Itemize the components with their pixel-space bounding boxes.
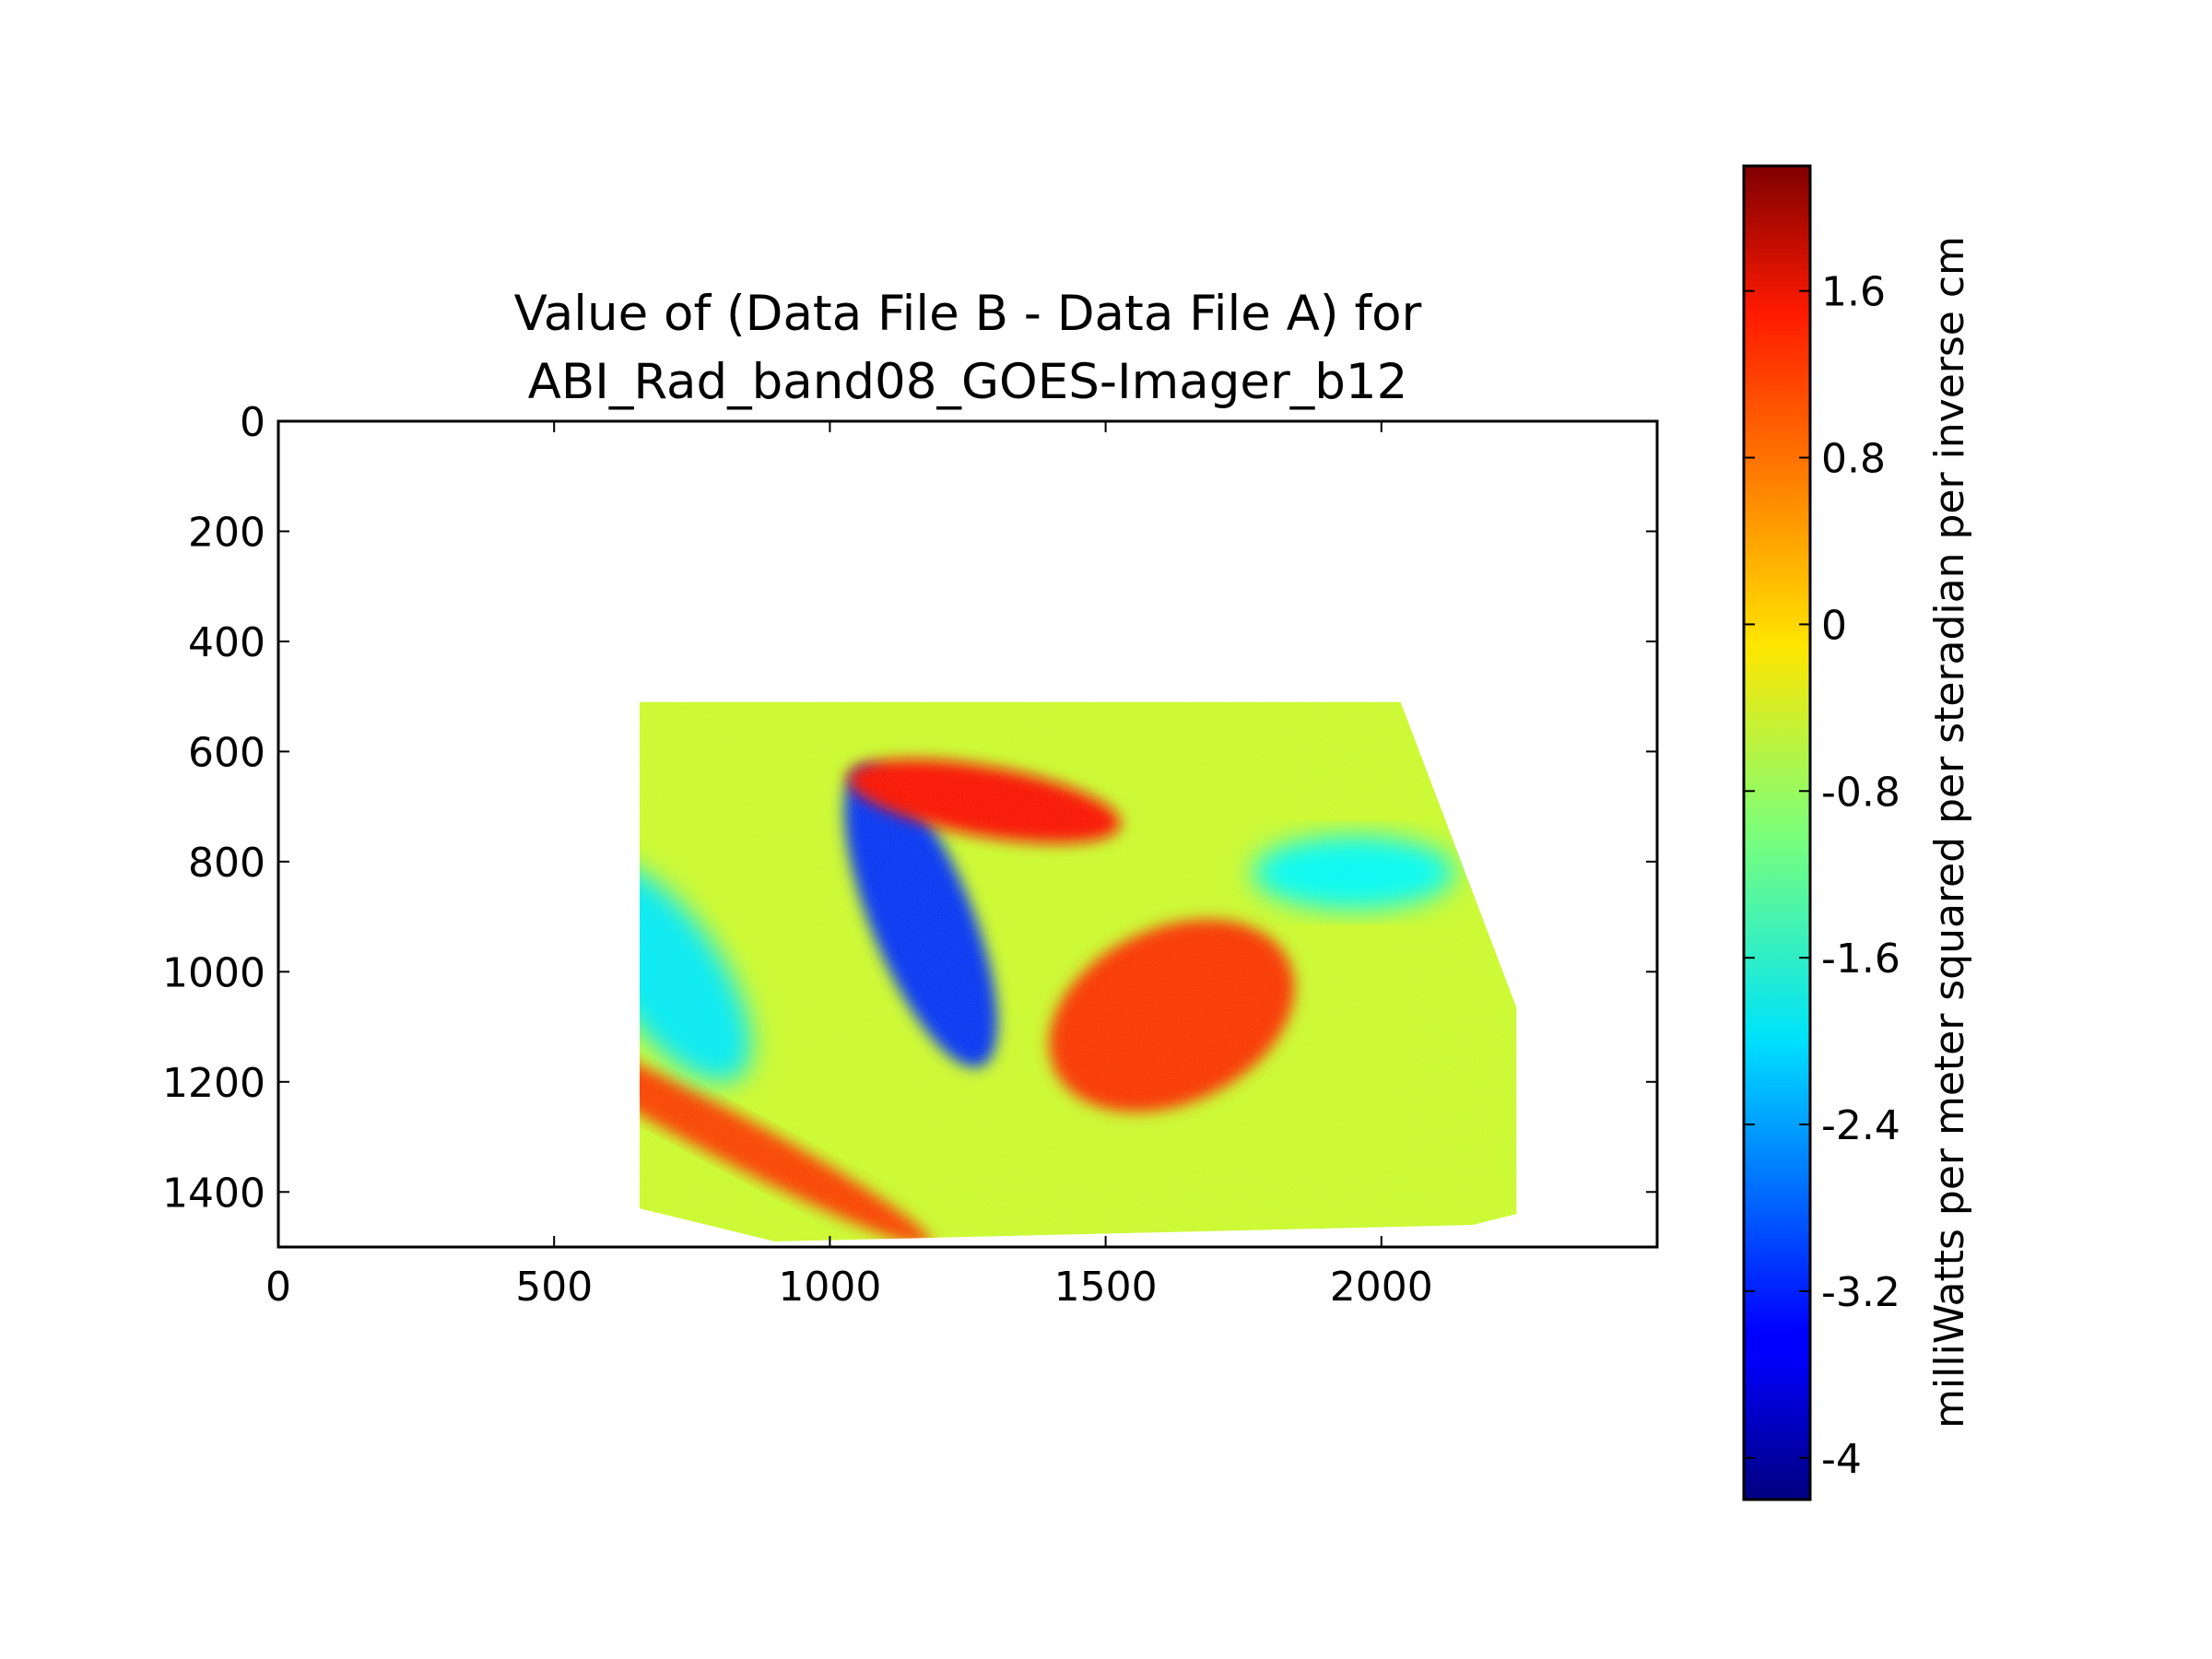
colorbar-tick-label: -1.6 bbox=[1821, 935, 1900, 982]
colorbar-tick-label: 1.6 bbox=[1821, 269, 1886, 316]
x-tick-label: 1000 bbox=[778, 1264, 881, 1311]
data-region bbox=[640, 701, 1517, 1241]
x-tick-label: 0 bbox=[265, 1264, 291, 1311]
plot-frame bbox=[276, 419, 1659, 1249]
colorbar-ticks: 1.6 0.8 0 -0.8 -1.6 -2.4 -3.2 -4 bbox=[1744, 269, 1900, 1483]
colorbar-gradient bbox=[1742, 164, 1812, 1501]
x-tick-label: 2000 bbox=[1330, 1264, 1433, 1311]
y-tick-label: 800 bbox=[188, 840, 265, 887]
x-tick-label: 500 bbox=[515, 1264, 593, 1311]
colorbar-tick-label: -2.4 bbox=[1821, 1102, 1900, 1149]
y-tick-label: 1200 bbox=[162, 1060, 265, 1107]
x-tick-label: 1500 bbox=[1054, 1264, 1158, 1311]
y-tick-label: 600 bbox=[188, 729, 265, 776]
chart-title: Value of (Data File B - Data File A) for… bbox=[514, 286, 1422, 410]
chart-title-line-2: ABI_Rad_band08_GOES-Imager_b12 bbox=[528, 354, 1408, 410]
y-tick-label: 0 bbox=[240, 399, 265, 446]
colorbar-tick-label: -0.8 bbox=[1821, 769, 1900, 816]
colorbar-tick-label: 0.8 bbox=[1821, 436, 1886, 483]
colorbar-tick-label: -3.2 bbox=[1821, 1269, 1900, 1316]
colorbar-label: milliWatts per meter squared per steradi… bbox=[1926, 236, 1973, 1429]
x-axis: 0 500 1000 1500 2000 bbox=[265, 421, 1433, 1311]
y-tick-label: 400 bbox=[188, 619, 265, 666]
chart-title-line-1: Value of (Data File B - Data File A) for bbox=[514, 286, 1422, 342]
y-tick-label: 1000 bbox=[162, 949, 265, 996]
heatmap-plot bbox=[640, 701, 1517, 1241]
y-tick-label: 1400 bbox=[162, 1170, 265, 1217]
y-axis: 0 200 400 600 800 1000 1200 1400 bbox=[162, 399, 1657, 1217]
colorbar-tick-label: 0 bbox=[1821, 602, 1847, 649]
colorbar: 1.6 0.8 0 -0.8 -1.6 -2.4 -3.2 -4 milliWatts per… bbox=[1742, 164, 1973, 1501]
colorbar-tick-label: -4 bbox=[1821, 1436, 1862, 1483]
y-tick-label: 200 bbox=[188, 509, 265, 556]
data-region-texture bbox=[640, 701, 1517, 1241]
